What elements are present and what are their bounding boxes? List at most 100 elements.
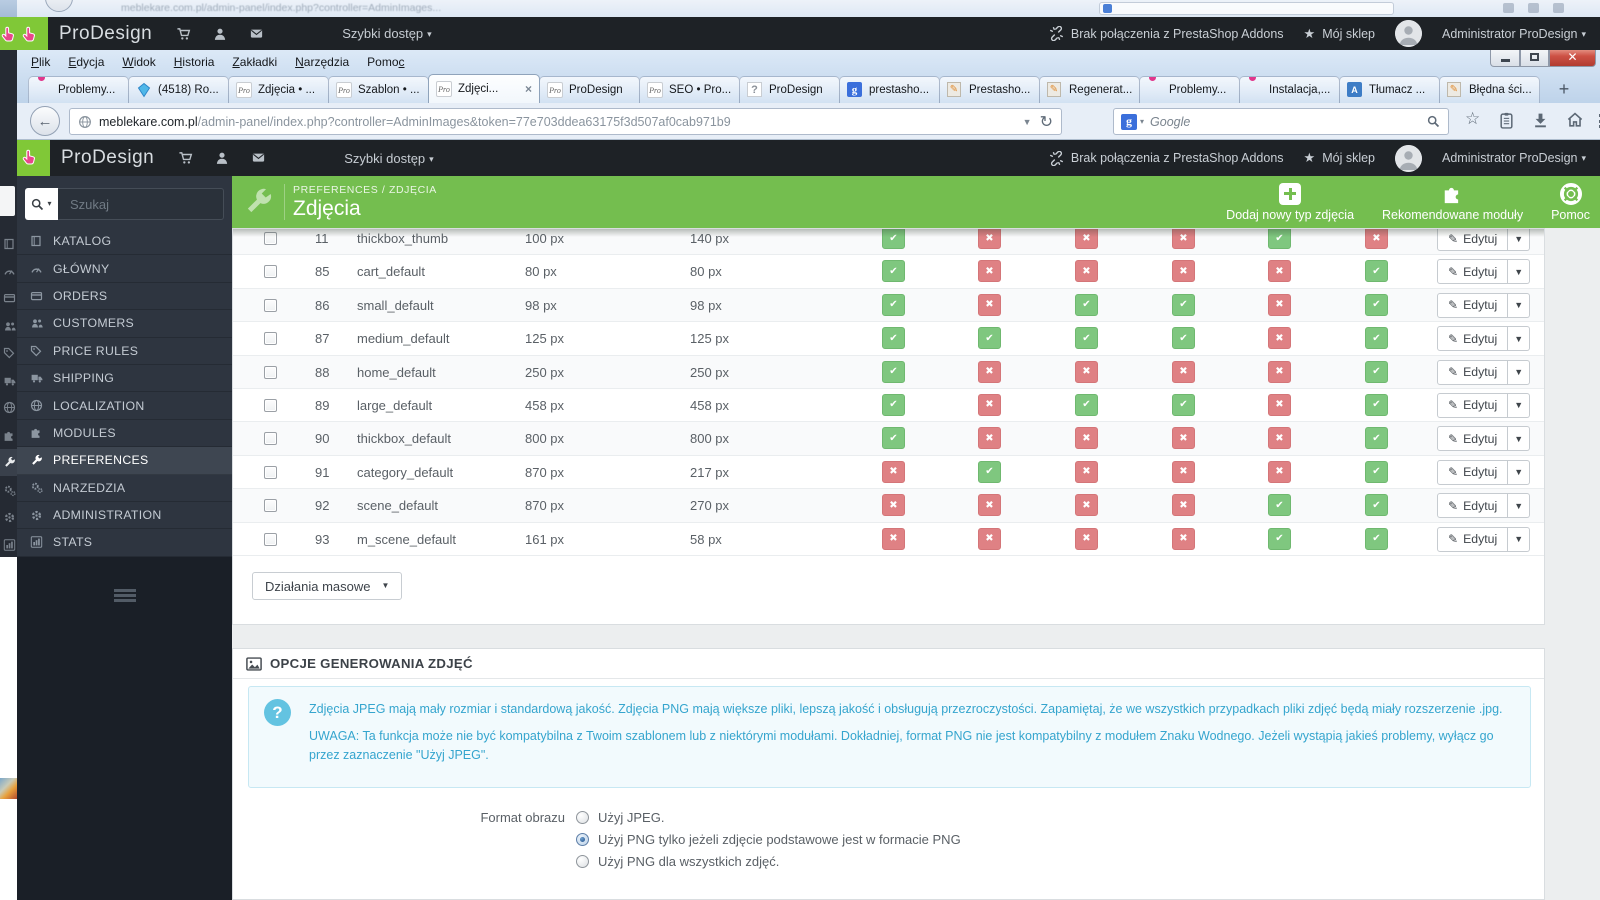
status-toggle[interactable]: ✖: [978, 527, 1001, 550]
status-toggle[interactable]: ✔: [882, 260, 905, 283]
status-toggle[interactable]: ✔: [1075, 327, 1098, 350]
status-toggle[interactable]: ✖: [978, 393, 1001, 416]
edit-dropdown-button[interactable]: ▼: [1508, 392, 1531, 418]
engine-dropdown-icon[interactable]: ▾: [1140, 117, 1145, 126]
sidebar-item-narzedzia[interactable]: NARZEDZIA: [17, 475, 232, 502]
status-toggle[interactable]: ✔: [1365, 360, 1388, 383]
edit-button[interactable]: ✎ Edytuj: [1437, 493, 1509, 519]
quick-access-menu[interactable]: Szybki dostęp ▾: [342, 26, 432, 41]
row-checkbox[interactable]: [264, 532, 277, 546]
status-toggle[interactable]: ✖: [1172, 527, 1195, 550]
status-toggle[interactable]: ✖: [1172, 260, 1195, 283]
header-action-1[interactable]: Rekomendowane moduły: [1382, 181, 1523, 222]
row-checkbox[interactable]: [264, 332, 277, 346]
tab-close-icon[interactable]: ×: [524, 82, 532, 96]
status-toggle[interactable]: ✖: [882, 527, 905, 550]
status-toggle[interactable]: ✖: [978, 260, 1001, 283]
browser-tab-3[interactable]: Pro Szablon • ...: [328, 76, 429, 103]
cart-icon[interactable]: [178, 151, 193, 165]
close-button[interactable]: ✕: [1549, 48, 1596, 67]
browser-tab-11[interactable]: Problemy...: [1139, 76, 1240, 103]
google-engine-icon[interactable]: g: [1121, 113, 1137, 130]
status-toggle[interactable]: ✔: [882, 360, 905, 383]
search-bar[interactable]: g ▾ Google: [1113, 108, 1449, 135]
status-toggle[interactable]: ✖: [1075, 260, 1098, 283]
edit-dropdown-button[interactable]: ▼: [1508, 493, 1531, 519]
header-action-0[interactable]: Dodaj nowy typ zdjęcia: [1226, 181, 1354, 222]
sidebar-item-modules[interactable]: MODULES: [17, 420, 232, 448]
edit-button[interactable]: ✎ Edytuj: [1437, 526, 1509, 552]
sidebar-item-katalog[interactable]: KATALOG: [17, 228, 232, 256]
status-toggle[interactable]: ✔: [1365, 427, 1388, 450]
status-toggle[interactable]: ✖: [1075, 427, 1098, 450]
browser-tab-12[interactable]: Instalacja,...: [1239, 76, 1340, 103]
status-toggle[interactable]: ✖: [1268, 427, 1291, 450]
status-toggle[interactable]: ✖: [978, 360, 1001, 383]
my-shop-link[interactable]: ★ Mój sklep: [1303, 25, 1375, 41]
mail-icon[interactable]: [249, 27, 264, 41]
home-icon[interactable]: [1567, 112, 1583, 127]
row-checkbox[interactable]: [264, 265, 277, 279]
radio-button[interactable]: [576, 854, 589, 868]
edit-button[interactable]: ✎ Edytuj: [1437, 426, 1509, 452]
menu-item-4[interactable]: Zakładki: [232, 55, 278, 69]
status-toggle[interactable]: ✖: [1172, 360, 1195, 383]
status-toggle[interactable]: ✖: [882, 494, 905, 517]
browser-tab-6[interactable]: Pro SEO • Pro...: [639, 76, 740, 103]
status-toggle[interactable]: ✔: [1365, 494, 1388, 517]
status-toggle[interactable]: ✖: [1365, 229, 1388, 249]
menu-item-6[interactable]: Pomoc: [367, 55, 405, 69]
status-toggle[interactable]: ✖: [1268, 360, 1291, 383]
maximize-button[interactable]: [1520, 48, 1549, 67]
status-toggle[interactable]: ✔: [978, 327, 1001, 350]
sidebar-item-price-rules[interactable]: PRICE RULES: [17, 338, 232, 365]
sidebar-item-customers[interactable]: CUSTOMERS: [17, 310, 232, 338]
back-button[interactable]: ←: [30, 106, 60, 136]
status-toggle[interactable]: ✔: [882, 229, 905, 249]
status-toggle[interactable]: ✔: [1365, 460, 1388, 483]
status-toggle[interactable]: ✖: [978, 427, 1001, 450]
browser-tab-0[interactable]: Problemy...: [28, 76, 129, 103]
menu-item-3[interactable]: Historia: [173, 55, 215, 69]
row-checkbox[interactable]: [264, 398, 277, 412]
status-toggle[interactable]: ✔: [1268, 229, 1291, 249]
edit-dropdown-button[interactable]: ▼: [1508, 359, 1531, 385]
status-toggle[interactable]: ✖: [1075, 494, 1098, 517]
edit-button[interactable]: ✎ Edytuj: [1437, 459, 1509, 485]
edit-button[interactable]: ✎ Edytuj: [1437, 326, 1509, 352]
row-checkbox[interactable]: [264, 465, 277, 479]
edit-button[interactable]: ✎ Edytuj: [1437, 359, 1509, 385]
status-toggle[interactable]: ✖: [1268, 293, 1291, 316]
edit-dropdown-button[interactable]: ▼: [1508, 526, 1531, 552]
edit-dropdown-button[interactable]: ▼: [1508, 426, 1531, 452]
row-checkbox[interactable]: [264, 298, 277, 312]
browser-tab-5[interactable]: Pro ProDesign: [539, 76, 640, 103]
user-avatar[interactable]: [1395, 144, 1422, 172]
sidebar-search-input[interactable]: Szukaj: [58, 188, 224, 220]
user-menu[interactable]: Administrator ProDesign ▾: [1442, 151, 1586, 165]
my-shop-link[interactable]: ★ Mój sklep: [1303, 150, 1375, 165]
status-toggle[interactable]: ✖: [1268, 460, 1291, 483]
status-toggle[interactable]: ✔: [1268, 494, 1291, 517]
status-toggle[interactable]: ✔: [1365, 327, 1388, 350]
addons-status[interactable]: Brak połączenia z PrestaShop Addons: [1049, 150, 1284, 166]
status-toggle[interactable]: ✔: [1365, 527, 1388, 550]
browser-tab-9[interactable]: ✎ Prestasho...: [939, 76, 1040, 103]
browser-tab-4[interactable]: Pro Zdjęci... ×: [428, 74, 540, 103]
url-dropdown-icon[interactable]: ▼: [1022, 116, 1032, 127]
cart-icon[interactable]: [176, 27, 191, 41]
bookmarks-menu-icon[interactable]: [1499, 112, 1514, 129]
sidebar-search-button[interactable]: ▾: [25, 188, 58, 220]
url-bar[interactable]: meblekare.com.pl /admin-panel/index.php?…: [69, 108, 1062, 135]
bookmark-star-icon[interactable]: ☆: [1465, 109, 1481, 128]
row-checkbox[interactable]: [264, 432, 277, 446]
edit-button[interactable]: ✎ Edytuj: [1437, 259, 1509, 285]
edit-dropdown-button[interactable]: ▼: [1508, 326, 1531, 352]
row-checkbox[interactable]: [264, 232, 277, 245]
edit-dropdown-button[interactable]: ▼: [1508, 229, 1531, 251]
status-toggle[interactable]: ✖: [1075, 360, 1098, 383]
status-toggle[interactable]: ✔: [882, 427, 905, 450]
row-checkbox[interactable]: [264, 365, 277, 379]
radio-button-selected[interactable]: [576, 832, 589, 846]
status-toggle[interactable]: ✖: [1075, 527, 1098, 550]
